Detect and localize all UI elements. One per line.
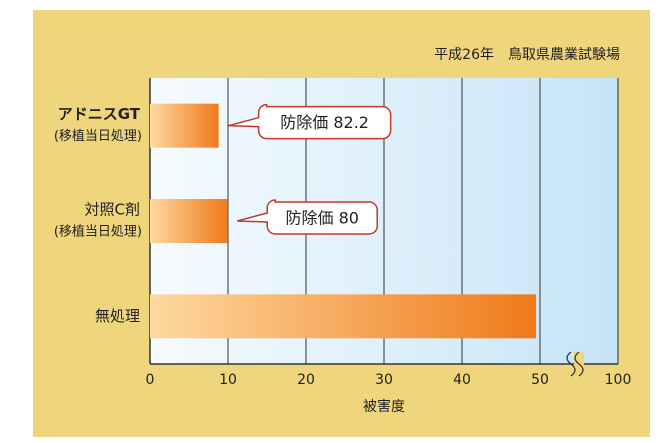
annotation: 防除価 80 <box>285 209 358 228</box>
y-tick-label: アドニスGT <box>58 105 141 123</box>
x-tick-label: 0 <box>146 372 155 388</box>
callout <box>237 199 378 235</box>
annotation: 防除価 82.2 <box>280 113 369 132</box>
x-tick-label: 40 <box>453 372 471 388</box>
bar <box>150 294 537 339</box>
y-tick-label: 無処理 <box>95 307 140 325</box>
axis-break <box>566 351 576 377</box>
y-tick-note: (移植当日処理) <box>54 225 142 240</box>
x-tick-label: 30 <box>375 372 393 388</box>
bar <box>150 103 219 148</box>
y-tick-note: (移植当日処理) <box>54 129 142 144</box>
subtitle: 平成26年 鳥取県農業試験場 <box>434 47 620 63</box>
y-tick-label: 対照C剤 <box>85 201 140 219</box>
x-tick-label: 20 <box>297 372 315 388</box>
x-tick-label: 10 <box>219 372 237 388</box>
callout <box>228 103 392 140</box>
x-axis-label: 被害度 <box>363 399 405 415</box>
x-tick-label: 100 <box>605 372 632 388</box>
bar <box>150 199 228 243</box>
x-tick-label: 50 <box>531 372 549 388</box>
axis-break <box>574 351 584 377</box>
